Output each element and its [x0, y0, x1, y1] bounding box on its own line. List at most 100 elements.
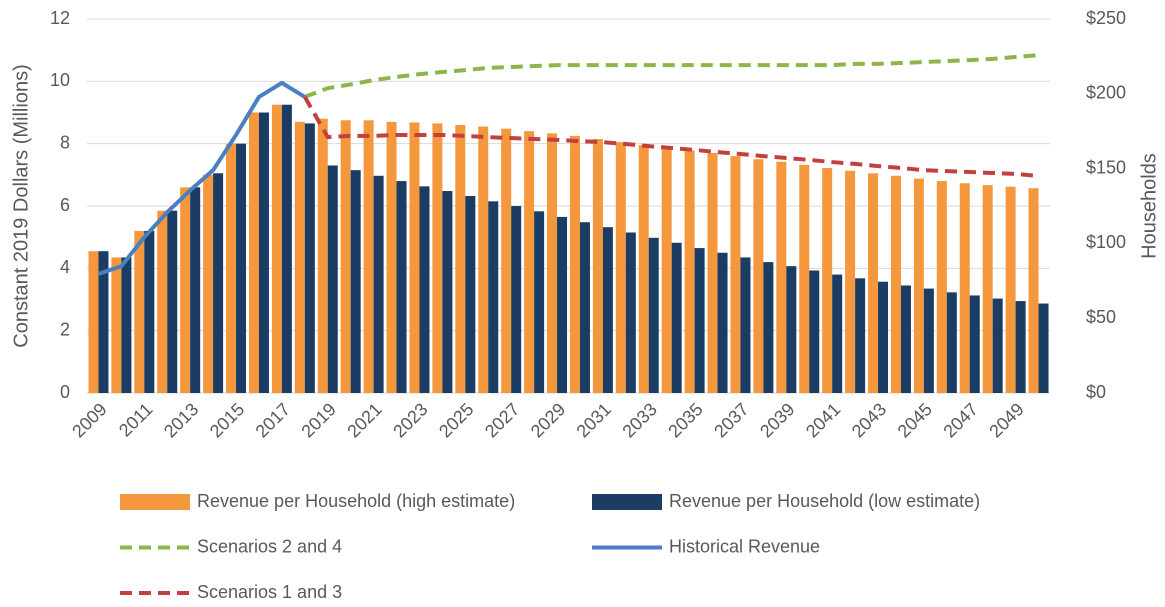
- bar: [386, 121, 397, 393]
- x-tick-label: 2025: [435, 399, 477, 441]
- bar: [1038, 303, 1049, 393]
- bar: [868, 173, 879, 393]
- x-tick-label: 2049: [985, 399, 1027, 441]
- legend-label: Scenarios 1 and 3: [197, 582, 342, 602]
- bar: [248, 112, 259, 393]
- bar: [923, 288, 934, 393]
- y-tick-label: 8: [60, 132, 70, 152]
- legend-label: Historical Revenue: [669, 536, 820, 556]
- x-tick-label: 2041: [802, 399, 844, 441]
- bar: [671, 242, 682, 393]
- bar: [799, 164, 810, 393]
- bar: [190, 187, 201, 393]
- legend-label: Revenue per Household (high estimate): [197, 491, 515, 511]
- bar: [936, 181, 947, 393]
- bar: [557, 216, 568, 393]
- bar: [271, 104, 282, 393]
- bar: [111, 257, 122, 393]
- bar: [913, 178, 924, 393]
- x-tick-label: 2017: [252, 399, 294, 441]
- y2-tick-label: $0: [1086, 382, 1106, 402]
- bar: [88, 251, 99, 393]
- bar: [694, 248, 705, 393]
- bar: [740, 257, 751, 393]
- bar: [992, 298, 1003, 393]
- bar: [442, 191, 453, 393]
- bar: [534, 211, 545, 393]
- y-tick-label: 4: [60, 257, 70, 277]
- y-tick-label: 2: [60, 319, 70, 339]
- x-tick-label: 2045: [894, 399, 936, 441]
- bar: [180, 187, 191, 393]
- y2-tick-label: $250: [1086, 8, 1126, 28]
- bar: [753, 159, 764, 393]
- x-tick-label: 2033: [618, 399, 660, 441]
- bar: [969, 295, 980, 393]
- bar: [157, 210, 168, 393]
- bar: [236, 143, 247, 393]
- bar: [547, 133, 558, 394]
- y2-axis-title: Households: [1138, 153, 1160, 259]
- bar: [661, 148, 672, 393]
- bar: [625, 232, 636, 393]
- bar: [855, 278, 866, 393]
- bar: [763, 262, 774, 393]
- x-tick-label: 2021: [343, 399, 385, 441]
- bar: [511, 206, 522, 393]
- bar: [203, 174, 214, 393]
- bar: [786, 266, 797, 393]
- bar: [1015, 301, 1026, 393]
- x-tick-label: 2013: [160, 399, 202, 441]
- x-tick-label: 2035: [664, 399, 706, 441]
- bar: [809, 270, 820, 393]
- line-series: [304, 53, 1039, 99]
- bar: [488, 201, 499, 393]
- bar: [121, 257, 132, 393]
- bar: [878, 281, 889, 393]
- x-tick-label: 2027: [481, 399, 523, 441]
- x-tick-label: 2023: [389, 399, 431, 441]
- y-tick-label: 12: [50, 8, 70, 28]
- bar: [478, 126, 489, 394]
- bar: [226, 143, 237, 393]
- bar: [959, 183, 970, 393]
- y-tick-label: 0: [60, 382, 70, 402]
- legend-label: Revenue per Household (low estimate): [669, 491, 980, 511]
- bar: [409, 122, 420, 394]
- bar: [373, 175, 384, 393]
- bar: [501, 128, 512, 393]
- y2-tick-label: $100: [1086, 232, 1126, 252]
- bar: [294, 121, 305, 393]
- bar: [832, 274, 843, 393]
- bar: [144, 230, 155, 393]
- x-tick-label: 2019: [297, 399, 339, 441]
- bar: [822, 167, 833, 393]
- x-tick-label: 2047: [939, 399, 981, 441]
- bar: [982, 185, 993, 393]
- bar: [638, 145, 649, 393]
- bar: [304, 123, 315, 394]
- bar: [730, 156, 741, 393]
- bar: [134, 230, 145, 393]
- bar: [890, 175, 901, 393]
- bar: [213, 173, 224, 393]
- bar: [281, 104, 292, 393]
- x-tick-label: 2015: [206, 399, 248, 441]
- bar: [602, 227, 613, 393]
- bar: [615, 142, 626, 393]
- bar: [396, 181, 407, 393]
- x-tick-label: 2029: [527, 399, 569, 441]
- legend-swatch: [120, 494, 190, 510]
- bar: [432, 123, 443, 394]
- x-tick-label: 2011: [115, 399, 157, 441]
- y2-tick-label: $200: [1086, 83, 1126, 103]
- bar: [167, 210, 178, 393]
- x-tick-label: 2009: [68, 399, 110, 441]
- bar: [327, 165, 338, 393]
- y-tick-label: 6: [60, 195, 70, 215]
- bar: [900, 285, 911, 393]
- bar: [419, 186, 430, 393]
- bar: [845, 170, 856, 393]
- bar: [1005, 186, 1016, 393]
- x-tick-label: 2039: [756, 399, 798, 441]
